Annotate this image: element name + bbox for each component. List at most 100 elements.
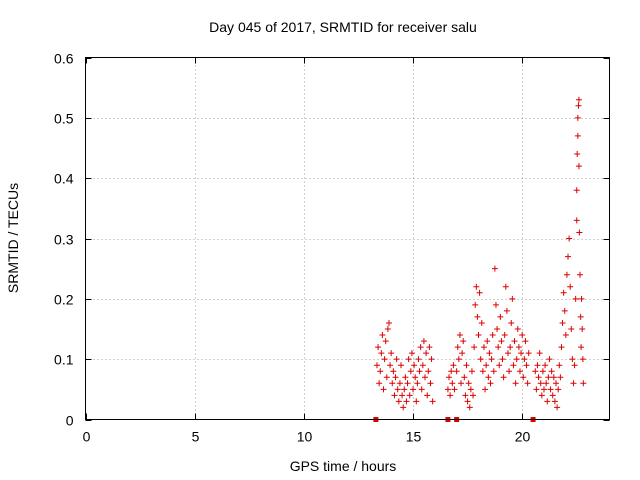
data-point	[522, 338, 529, 345]
data-point	[465, 380, 472, 387]
data-point	[561, 307, 568, 314]
data-point	[471, 344, 478, 351]
plot-frame	[85, 57, 610, 420]
data-point	[451, 386, 458, 393]
data-point	[373, 362, 380, 369]
data-point	[483, 362, 490, 369]
data-point	[537, 380, 544, 387]
data-point	[494, 326, 501, 332]
data-point	[461, 374, 468, 381]
data-point	[579, 356, 586, 363]
data-point	[568, 326, 575, 332]
data-point	[396, 380, 403, 387]
data-point	[405, 356, 412, 363]
data-point	[387, 362, 394, 369]
x-tick-label: 20	[515, 429, 531, 445]
data-point	[525, 350, 532, 357]
data-point	[560, 289, 567, 296]
data-point	[454, 344, 461, 351]
y-tick-label: 0.6	[54, 51, 74, 67]
data-point	[480, 344, 487, 351]
data-point	[407, 368, 414, 375]
data-point	[475, 332, 482, 339]
data-point	[508, 319, 515, 326]
data-point	[463, 362, 470, 369]
data-point	[472, 301, 479, 308]
data-point	[482, 386, 489, 393]
data-point	[550, 374, 557, 381]
data-point	[384, 326, 391, 332]
data-point	[402, 374, 409, 381]
data-point	[410, 386, 416, 393]
data-point	[578, 295, 585, 302]
data-point	[408, 350, 415, 357]
data-point	[563, 271, 570, 278]
data-point	[496, 362, 503, 369]
data-point	[420, 338, 427, 345]
data-point	[569, 356, 576, 363]
data-point	[513, 356, 520, 363]
data-point	[462, 392, 469, 399]
data-point	[383, 374, 390, 381]
data-point	[377, 368, 384, 375]
data-point	[574, 151, 581, 158]
data-point	[444, 386, 451, 393]
data-point	[575, 163, 582, 170]
data-point	[504, 350, 511, 357]
data-point	[376, 380, 383, 387]
data-point	[411, 362, 418, 369]
data-point	[545, 374, 552, 381]
data-point	[427, 380, 434, 387]
data-point	[506, 368, 513, 375]
data-point	[573, 187, 580, 194]
data-point	[404, 380, 411, 387]
data-point	[390, 368, 397, 375]
data-point	[424, 392, 431, 399]
data-point	[547, 386, 554, 393]
data-point	[479, 368, 486, 375]
data-point	[393, 356, 400, 363]
data-point	[429, 398, 436, 405]
data-point	[518, 350, 525, 357]
data-point	[485, 374, 492, 381]
x-axis-label: GPS time / hours	[290, 458, 397, 474]
y-tick-label: 0.1	[54, 352, 74, 368]
data-point	[497, 313, 504, 320]
data-point	[571, 362, 578, 369]
data-point	[555, 386, 562, 393]
data-point	[557, 374, 564, 381]
data-point	[419, 362, 426, 369]
data-point	[542, 362, 549, 369]
data-point	[580, 380, 587, 387]
data-point	[578, 344, 585, 351]
data-point	[470, 392, 477, 399]
data-point	[538, 392, 545, 399]
data-point	[466, 404, 473, 411]
data-point	[575, 96, 582, 103]
data-point	[553, 380, 560, 387]
y-tick-label: 0.4	[54, 171, 74, 187]
data-point	[512, 380, 519, 387]
data-point	[459, 350, 466, 357]
axis-ticks	[85, 57, 610, 421]
data-point	[477, 356, 484, 363]
data-point	[577, 313, 584, 320]
data-point	[502, 283, 509, 290]
data-point	[478, 319, 485, 326]
data-point	[487, 380, 494, 387]
data-point	[380, 386, 387, 393]
data-point	[413, 398, 420, 405]
data-point	[551, 398, 558, 405]
y-tick-label: 0.2	[54, 292, 74, 308]
data-point	[389, 380, 396, 387]
data-point	[382, 338, 389, 345]
data-point	[456, 332, 463, 339]
data-point	[484, 338, 491, 345]
x-tick-label: 15	[406, 429, 422, 445]
y-tick-label: 0	[66, 413, 74, 429]
data-point	[489, 332, 496, 339]
data-point	[449, 380, 456, 387]
chart-title: Day 045 of 2017, SRMTID for receiver sal…	[209, 19, 477, 35]
data-point	[509, 295, 516, 302]
